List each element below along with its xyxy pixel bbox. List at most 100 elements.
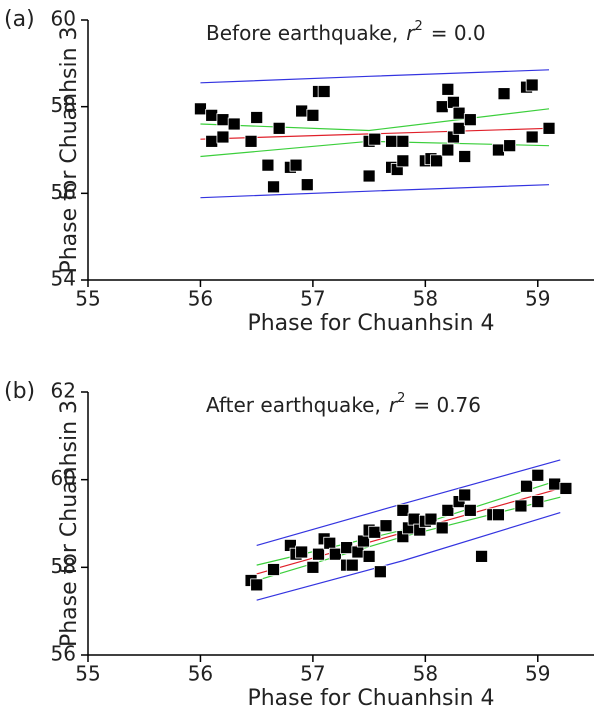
y-tick-label: 62 xyxy=(51,379,76,403)
point xyxy=(492,508,505,522)
x-tick-label: 58 xyxy=(413,287,438,311)
point xyxy=(261,158,275,172)
point xyxy=(548,477,562,491)
point xyxy=(379,519,393,533)
point xyxy=(362,549,376,563)
fit-line xyxy=(200,184,550,199)
annotation-text: After earthquake, xyxy=(206,393,381,417)
point xyxy=(441,503,455,517)
point xyxy=(492,143,505,157)
x-tick-label: 59 xyxy=(525,662,550,686)
x-axis-label: Phase for Chuanhsin 4 xyxy=(247,311,494,336)
point xyxy=(531,495,545,508)
point xyxy=(373,565,387,579)
point xyxy=(340,541,354,555)
y-axis-label: Phase for Chuanhsin 3 xyxy=(57,400,82,647)
annotation-sup: 2 xyxy=(414,19,422,34)
x-tick-label: 58 xyxy=(413,662,438,686)
x-tick-label: 57 xyxy=(300,287,325,311)
point xyxy=(497,87,511,101)
panel-label: (b) xyxy=(4,379,35,404)
y-tick-label: 58 xyxy=(51,554,76,578)
point xyxy=(430,154,443,168)
x-tick-label: 55 xyxy=(75,287,100,311)
point xyxy=(503,139,517,153)
point xyxy=(368,525,382,539)
point xyxy=(424,512,438,526)
point xyxy=(205,108,219,122)
annotation: After earthquake, r2 = 0.76 xyxy=(206,391,481,417)
point xyxy=(396,134,410,148)
annotation-rest: = 0.0 xyxy=(431,21,486,45)
point xyxy=(368,132,382,146)
point xyxy=(525,130,539,144)
point xyxy=(525,78,539,92)
panel-label: (a) xyxy=(4,7,35,32)
point xyxy=(345,558,359,572)
point xyxy=(289,158,303,172)
point xyxy=(396,503,410,517)
point xyxy=(216,113,230,127)
y-tick-label: 56 xyxy=(51,180,76,204)
x-tick-label: 56 xyxy=(188,287,213,311)
point xyxy=(357,534,370,548)
fit-line xyxy=(200,108,550,132)
point xyxy=(295,545,309,559)
point xyxy=(475,549,488,563)
point xyxy=(520,479,533,493)
point xyxy=(272,121,286,135)
point xyxy=(306,108,320,122)
point xyxy=(514,499,528,513)
point xyxy=(441,143,455,157)
fit-line xyxy=(200,69,550,84)
point xyxy=(306,560,320,574)
point xyxy=(317,85,331,98)
point xyxy=(267,180,280,194)
point xyxy=(295,104,309,118)
point xyxy=(227,117,241,131)
point xyxy=(323,536,337,550)
point xyxy=(194,102,207,116)
point xyxy=(463,503,477,517)
point xyxy=(435,521,449,535)
point xyxy=(407,512,421,526)
point xyxy=(435,100,449,114)
point xyxy=(559,482,573,495)
point xyxy=(441,82,455,96)
annotation-sup: 2 xyxy=(397,391,405,406)
point xyxy=(244,134,258,148)
annotation-var: r xyxy=(389,393,399,417)
point xyxy=(362,169,376,183)
y-tick-label: 54 xyxy=(51,267,76,291)
y-tick-label: 60 xyxy=(51,7,76,31)
point xyxy=(531,468,545,482)
point xyxy=(328,547,342,561)
x-axis-label: Phase for Chuanhsin 4 xyxy=(247,686,494,711)
annotation: Before earthquake, r2 = 0.0 xyxy=(206,19,486,45)
fit-line xyxy=(256,459,561,546)
y-tick-label: 58 xyxy=(51,93,76,117)
y-tick-label: 56 xyxy=(51,642,76,666)
y-tick-label: 60 xyxy=(51,466,76,490)
point xyxy=(300,178,314,192)
point xyxy=(216,130,230,144)
point xyxy=(452,121,466,135)
x-tick-label: 59 xyxy=(525,287,550,311)
point xyxy=(447,95,460,109)
x-tick-label: 56 xyxy=(188,662,213,686)
point xyxy=(458,150,472,163)
x-tick-label: 55 xyxy=(75,662,100,686)
annotation-var: r xyxy=(406,21,416,45)
point xyxy=(312,547,325,561)
point xyxy=(267,563,280,576)
annotation-text: Before earthquake, xyxy=(206,21,398,45)
point xyxy=(385,134,399,148)
point xyxy=(205,134,219,148)
point xyxy=(351,545,365,559)
annotation-rest: = 0.76 xyxy=(413,393,481,417)
y-axis-label: Phase for Chuanhsin 3 xyxy=(57,26,82,273)
point xyxy=(250,111,264,124)
point xyxy=(458,488,472,502)
x-tick-label: 57 xyxy=(300,662,325,686)
point xyxy=(463,113,477,127)
